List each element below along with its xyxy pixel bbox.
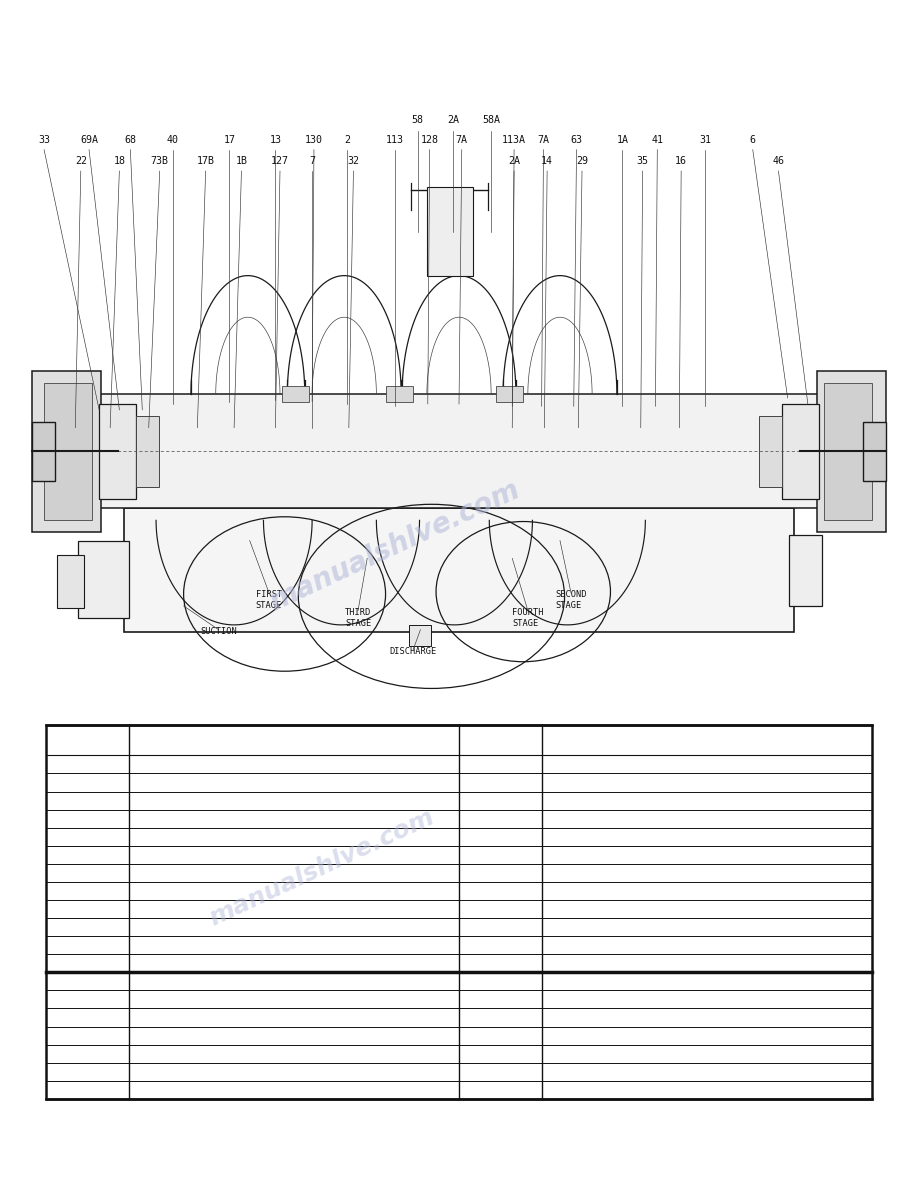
Text: 32: 32 — [347, 157, 360, 166]
Text: 22: 22 — [74, 157, 87, 166]
Text: 127: 127 — [271, 157, 289, 166]
Text: 1B: 1B — [235, 157, 248, 166]
Text: manualshlve.com: manualshlve.com — [205, 804, 438, 930]
Bar — [789, 535, 822, 606]
Bar — [282, 386, 309, 402]
Text: 63: 63 — [570, 135, 583, 145]
Bar — [759, 416, 782, 487]
Text: 2A: 2A — [508, 157, 521, 166]
Text: FOURTH
STAGE: FOURTH STAGE — [512, 608, 543, 627]
Text: 35: 35 — [636, 157, 649, 166]
Text: 7A: 7A — [537, 135, 550, 145]
Text: 113A: 113A — [502, 135, 526, 145]
Text: manualshlve.com: manualshlve.com — [265, 476, 524, 617]
Bar — [817, 371, 886, 532]
Text: 69A: 69A — [80, 135, 98, 145]
Text: 31: 31 — [699, 135, 711, 145]
Text: 68: 68 — [124, 135, 137, 145]
Text: SUCTION: SUCTION — [200, 627, 237, 637]
Bar — [99, 394, 819, 508]
Bar — [99, 404, 136, 499]
Text: 16: 16 — [675, 157, 688, 166]
Bar — [46, 725, 872, 1099]
Text: FIRST
STAGE: FIRST STAGE — [256, 590, 282, 609]
Text: 13: 13 — [269, 135, 282, 145]
Bar — [409, 625, 431, 646]
Text: 2A: 2A — [447, 115, 460, 125]
Bar — [32, 371, 101, 532]
Text: DISCHARGE: DISCHARGE — [389, 647, 437, 657]
Text: 2: 2 — [344, 135, 350, 145]
Text: 128: 128 — [420, 135, 439, 145]
Text: 14: 14 — [541, 157, 554, 166]
Text: 58: 58 — [411, 115, 424, 125]
Bar — [496, 386, 523, 402]
Bar — [78, 541, 129, 618]
Bar — [44, 383, 92, 520]
Bar — [32, 422, 55, 481]
Bar — [124, 508, 794, 632]
Text: 41: 41 — [651, 135, 664, 145]
Bar — [782, 404, 819, 499]
Text: THIRD
STAGE: THIRD STAGE — [345, 608, 371, 627]
Text: 7A: 7A — [455, 135, 468, 145]
Bar — [57, 555, 84, 608]
Text: 7: 7 — [309, 157, 315, 166]
Text: 40: 40 — [166, 135, 179, 145]
Bar — [136, 416, 159, 487]
Text: 33: 33 — [38, 135, 50, 145]
Text: 58A: 58A — [482, 115, 500, 125]
Text: 73B: 73B — [151, 157, 169, 166]
Text: 1A: 1A — [616, 135, 629, 145]
Text: SECOND
STAGE: SECOND STAGE — [555, 590, 587, 609]
Bar — [427, 187, 473, 276]
Text: 6: 6 — [750, 135, 756, 145]
Bar — [824, 383, 872, 520]
Bar — [386, 386, 413, 402]
Text: 18: 18 — [113, 157, 126, 166]
Text: 17: 17 — [223, 135, 236, 145]
Bar — [863, 422, 886, 481]
Text: 17B: 17B — [196, 157, 215, 166]
Text: 113: 113 — [386, 135, 404, 145]
Text: 29: 29 — [576, 157, 588, 166]
Text: 130: 130 — [305, 135, 323, 145]
Text: 46: 46 — [772, 157, 785, 166]
